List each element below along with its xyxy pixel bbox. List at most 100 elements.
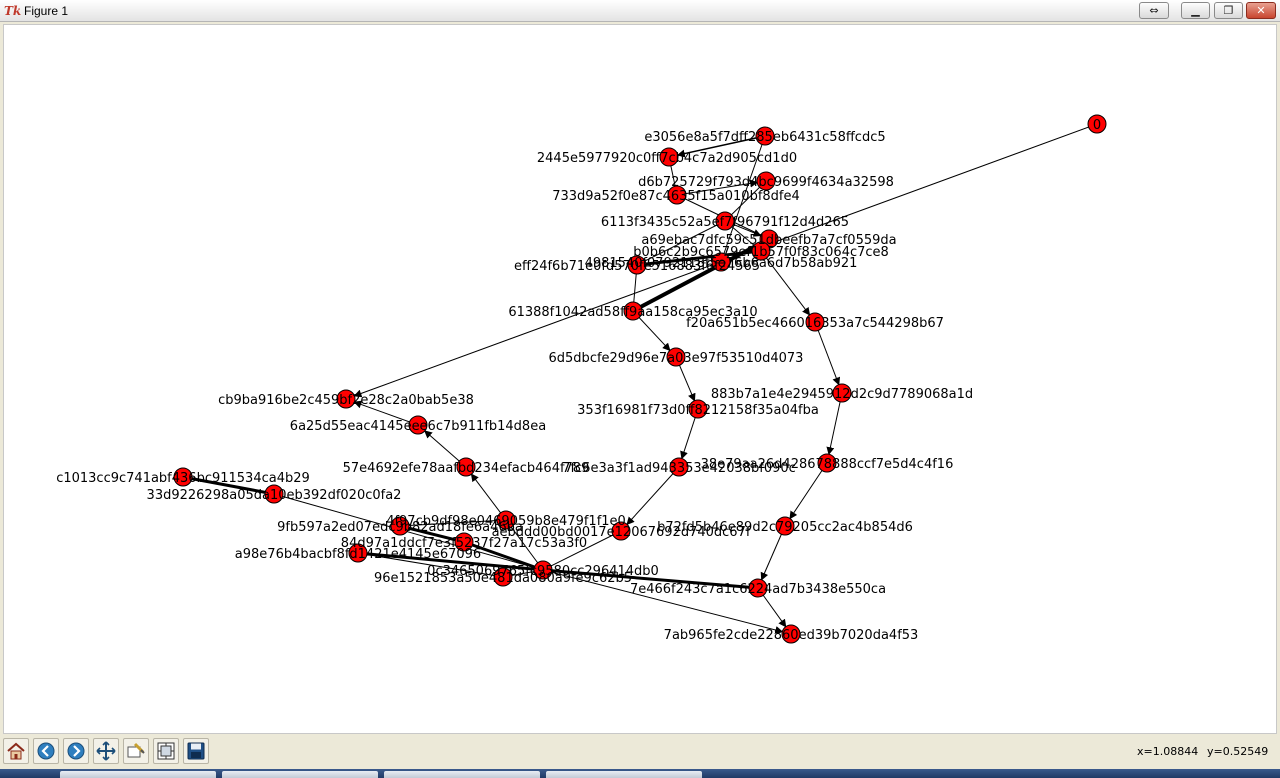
graph-node-label: 6a25d55eac4145eee6c7b911fb14d8ea bbox=[290, 419, 546, 434]
maximize-button[interactable]: ❐ bbox=[1214, 2, 1243, 19]
figure-canvas[interactable]: 0 e3056e8a5f7dff285eb6431c58ffcdc5 2445e59… bbox=[3, 24, 1277, 734]
taskbar-item[interactable] bbox=[222, 771, 378, 778]
zoom-rect-icon bbox=[127, 742, 145, 758]
graph-node bbox=[493, 567, 513, 587]
graph-edge bbox=[626, 466, 680, 526]
tk-feather-icon: Tk bbox=[4, 4, 22, 18]
window-titlebar: Tk Figure 1 ⇔ ▁ ❐ ✕ bbox=[0, 0, 1280, 22]
graph-node-label: 6113f3435c52a5ef7f96791f12d4d265 bbox=[601, 215, 849, 230]
taskbar-item[interactable] bbox=[546, 771, 702, 778]
graph-edge bbox=[676, 135, 766, 158]
graph-node bbox=[755, 126, 775, 146]
pan-cross-icon bbox=[96, 741, 116, 761]
zoom-button[interactable] bbox=[123, 738, 149, 764]
graph-node bbox=[667, 185, 687, 205]
forward-arrow-icon bbox=[67, 742, 85, 760]
taskbar-item[interactable] bbox=[60, 771, 216, 778]
graph-node bbox=[748, 578, 768, 598]
nodes-layer bbox=[173, 114, 1107, 644]
graph-edge bbox=[760, 525, 786, 581]
graph-node bbox=[264, 484, 284, 504]
graph-edge bbox=[470, 473, 507, 521]
floppy-disk-icon bbox=[187, 742, 205, 760]
graph-node-label: 0 bbox=[1093, 118, 1101, 133]
graph-node bbox=[1087, 114, 1107, 134]
graph-node bbox=[659, 147, 679, 167]
graph-node-label: 96e1521853a50e481da080a9fe9c62b5 bbox=[374, 571, 632, 586]
graph-node-label: 733d9a52f0e87c4635f15a010bf8dfe4 bbox=[552, 189, 800, 204]
graph-node bbox=[832, 383, 852, 403]
back-button[interactable] bbox=[33, 738, 59, 764]
labels-layer: 0 e3056e8a5f7dff285eb6431c58ffcdc5 2445e59… bbox=[56, 118, 1101, 643]
pan-button[interactable] bbox=[93, 738, 119, 764]
graph-node-label: 4981540f0792118f5e76b6a6d7b58ab921 bbox=[585, 256, 858, 271]
graph-node-label: 7e466f243c7a1c6224ad7b3438e550ca bbox=[630, 582, 886, 597]
graph-node bbox=[496, 510, 516, 530]
graph-node bbox=[805, 312, 825, 332]
graph-edge bbox=[542, 569, 784, 634]
graph-node-label: 84d97a1ddcf7e3f5237f27a17c53a3f0 bbox=[341, 536, 587, 551]
graph-node-label: 4f97cb9df98e0469059b8e479f1f1e0 bbox=[386, 514, 626, 529]
close-button[interactable]: ✕ bbox=[1246, 2, 1276, 19]
graph-node-label: 57e4692efe78aafbd234efacb464f789 bbox=[343, 461, 590, 476]
graph-edge bbox=[760, 250, 811, 316]
home-icon bbox=[7, 742, 25, 760]
graph-node-label: f20a651b5ec466016353a7c544298b67 bbox=[686, 316, 944, 331]
taskbar-item[interactable] bbox=[384, 771, 540, 778]
graph-edge bbox=[550, 530, 622, 567]
graph-edge bbox=[182, 475, 266, 494]
graph-edge bbox=[357, 552, 495, 577]
graph-node-label: 353f16981f73d0ff8212158f35a04fba bbox=[577, 403, 819, 418]
graph-edge bbox=[542, 568, 750, 589]
graph-node-label: 38e79aa26d428678888ccf7e5d4c4f16 bbox=[701, 457, 954, 472]
subplots-icon bbox=[157, 742, 175, 760]
graph-edge bbox=[463, 540, 536, 569]
graph-edge bbox=[676, 179, 759, 196]
close-icon: ✕ bbox=[1256, 4, 1266, 17]
graph-node bbox=[688, 399, 708, 419]
graph-node-label: d6b725729f793d4bc9699f4634a32598 bbox=[638, 175, 894, 190]
graph-node bbox=[173, 467, 193, 487]
restore-layout-button[interactable]: ⇔ bbox=[1139, 2, 1169, 19]
graph-node-label: a98e76b4bacbf8fd1421e4145e67096 bbox=[235, 547, 481, 562]
graph-node-label: 0c3465069765fc9580cc296414db0 bbox=[427, 564, 659, 579]
graph-node bbox=[781, 624, 801, 644]
home-button[interactable] bbox=[3, 738, 29, 764]
double-arrow-icon: ⇔ bbox=[1149, 4, 1159, 17]
graph-node-label: 9fb597a2ed07edc9b82ad18fe6a46ba bbox=[277, 520, 523, 535]
graph-edge bbox=[640, 237, 770, 309]
window-title: Figure 1 bbox=[24, 4, 69, 18]
network-graph[interactable]: 0 e3056e8a5f7dff285eb6431c58ffcdc5 2445e59… bbox=[4, 25, 1276, 733]
graph-node bbox=[627, 255, 647, 275]
graph-edge bbox=[357, 551, 535, 571]
minimize-button[interactable]: ▁ bbox=[1181, 2, 1210, 19]
graph-edge bbox=[814, 321, 841, 386]
graph-node bbox=[817, 453, 837, 473]
graph-node-label: eff24f6b71e0fd570fe516883f6f24565 bbox=[514, 259, 760, 274]
maximize-icon: ❐ bbox=[1223, 4, 1234, 17]
graph-edge bbox=[636, 250, 753, 267]
graph-node bbox=[390, 516, 410, 536]
graph-edge bbox=[789, 462, 828, 520]
graph-node-label: 2445e5977920c0ff7cb4c7a2d905cd1d0 bbox=[537, 151, 797, 166]
graph-node bbox=[623, 301, 643, 321]
subplots-button[interactable] bbox=[153, 738, 179, 764]
graph-node bbox=[756, 171, 776, 191]
graph-node bbox=[751, 241, 771, 261]
graph-node-label: a69ebac7dfc59c51dbeefb7a7cf0559da bbox=[641, 233, 896, 248]
graph-node bbox=[775, 516, 795, 536]
graph-node bbox=[533, 560, 553, 580]
save-button[interactable] bbox=[183, 738, 209, 764]
graph-node-label: aebddd00bd0017e12067692d740dc67f bbox=[492, 525, 751, 540]
graph-node-label: 33d9226298a05da10eb392df020c0fa2 bbox=[147, 488, 402, 503]
graph-node bbox=[348, 543, 368, 563]
back-arrow-icon bbox=[37, 742, 55, 760]
graph-node-label: 7ab965fe2cde22860ed39b7020da4f53 bbox=[664, 628, 919, 643]
graph-node bbox=[711, 252, 731, 272]
forward-button[interactable] bbox=[63, 738, 89, 764]
graph-node-label: c1013cc9c741abf436bc911534ca4b29 bbox=[56, 471, 310, 486]
graph-edge bbox=[399, 520, 498, 527]
graph-node-label: b72fd5b46e89d2c79205cc2ac4b854d6 bbox=[657, 520, 913, 535]
graph-node-label: 7fc6e3a3f1ad943353e42038bf090c bbox=[562, 461, 796, 476]
cursor-x-readout: x=1.08844 bbox=[1137, 745, 1199, 758]
